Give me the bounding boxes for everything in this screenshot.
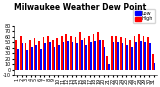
Bar	[97, 32, 99, 70]
Bar	[134, 36, 135, 70]
Bar	[44, 43, 46, 70]
Bar	[106, 56, 108, 70]
Bar	[120, 37, 122, 70]
Bar	[122, 43, 124, 70]
Bar	[35, 45, 37, 70]
Bar	[116, 36, 117, 70]
Bar	[140, 41, 142, 70]
Legend: Low, High: Low, High	[133, 9, 155, 23]
Bar	[79, 32, 81, 70]
Bar	[85, 45, 87, 70]
Bar	[126, 45, 128, 70]
Bar	[135, 42, 137, 70]
Bar	[47, 36, 49, 70]
Bar	[16, 39, 17, 70]
Bar	[20, 36, 22, 70]
Bar	[34, 38, 35, 70]
Bar	[52, 39, 54, 70]
Bar	[117, 42, 119, 70]
Bar	[81, 39, 83, 70]
Bar	[56, 38, 58, 70]
Bar	[104, 47, 105, 70]
Text: Milwaukee Weather Dew Point: Milwaukee Weather Dew Point	[14, 3, 146, 12]
Bar	[38, 41, 40, 70]
Bar	[17, 49, 19, 70]
Bar	[22, 43, 24, 70]
Bar	[84, 38, 85, 70]
Bar	[40, 49, 42, 70]
Bar	[43, 37, 44, 70]
Bar	[70, 36, 72, 70]
Bar	[138, 34, 140, 70]
Bar	[129, 39, 131, 70]
Bar	[131, 47, 133, 70]
Bar	[111, 36, 113, 70]
Bar	[26, 50, 28, 70]
Bar	[75, 37, 76, 70]
Bar	[61, 36, 63, 70]
Bar	[54, 47, 55, 70]
Bar	[152, 54, 154, 70]
Bar	[49, 42, 51, 70]
Bar	[149, 43, 151, 70]
Bar	[95, 41, 96, 70]
Bar	[102, 39, 104, 70]
Bar	[99, 39, 101, 70]
Bar	[31, 47, 32, 70]
Bar	[108, 64, 110, 70]
Bar	[144, 42, 146, 70]
Bar	[147, 37, 149, 70]
Bar	[24, 43, 26, 70]
Bar	[88, 36, 90, 70]
Bar	[90, 42, 92, 70]
Bar	[76, 43, 78, 70]
Bar	[93, 34, 95, 70]
Bar	[29, 39, 31, 70]
Bar	[143, 36, 144, 70]
Bar	[113, 42, 114, 70]
Bar	[125, 38, 126, 70]
Bar	[58, 45, 60, 70]
Bar	[65, 34, 67, 70]
Bar	[67, 41, 69, 70]
Bar	[154, 63, 155, 70]
Bar	[72, 42, 73, 70]
Bar	[63, 42, 64, 70]
